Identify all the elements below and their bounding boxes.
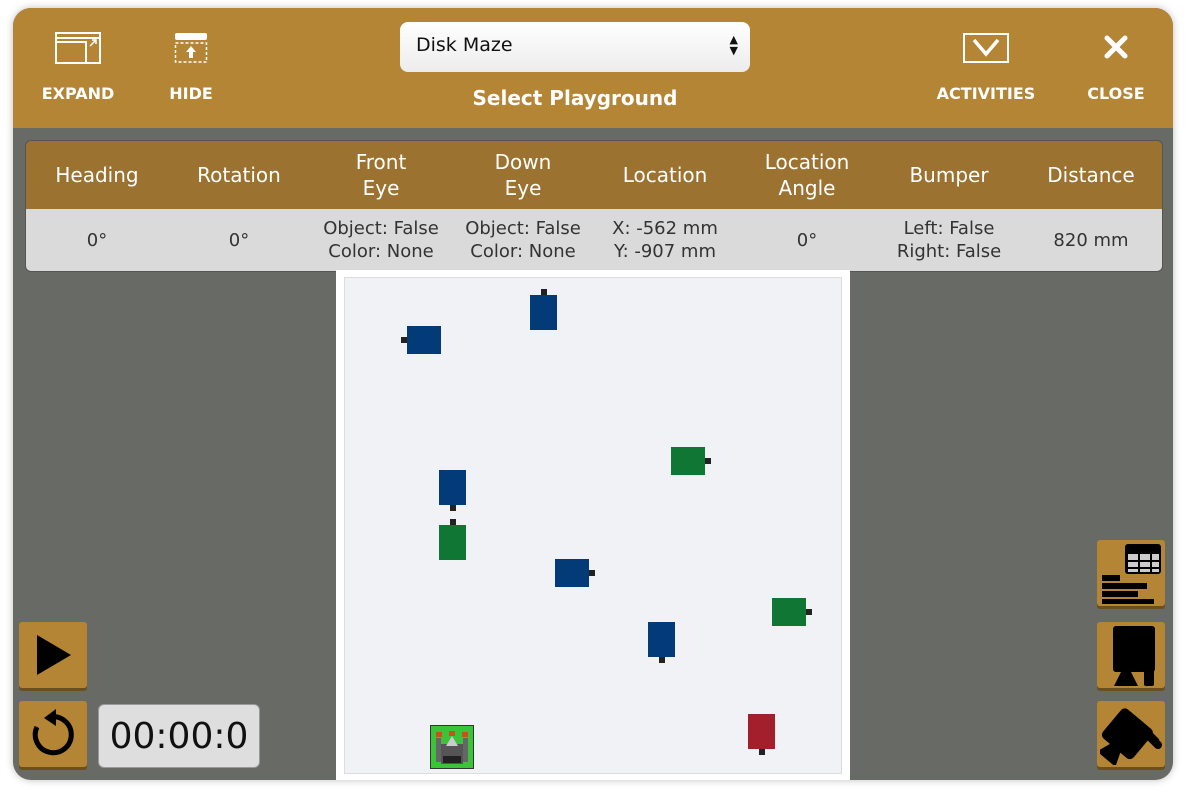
disk-handle	[705, 458, 711, 464]
robot-side-view-button[interactable]	[1097, 622, 1165, 688]
sensor-header-text: Eye	[504, 176, 542, 200]
sensor-value-cell: Object: False Color: None	[310, 209, 452, 271]
expand-icon	[55, 32, 101, 64]
playground-area	[336, 270, 850, 780]
disk-handle	[589, 570, 595, 576]
activities-label: ACTIVITIES	[936, 84, 1036, 103]
play-icon	[37, 635, 71, 675]
robot-top-view-button[interactable]	[1097, 701, 1165, 767]
robot-top-view-icon	[1100, 708, 1162, 765]
disk-handle	[658, 657, 665, 663]
disk-handle	[758, 749, 765, 755]
close-button[interactable]: CLOSE	[1085, 32, 1147, 103]
timer-display: 00:00:0	[98, 704, 260, 768]
sensor-header-text: Rotation	[197, 163, 281, 187]
sensor-value-text: Object: False	[323, 218, 439, 239]
playground-window: EXPAND HIDE Disk Maze ▲ ▼ Select Playgrou…	[13, 8, 1173, 780]
sensor-header-cell: Distance	[1020, 141, 1162, 209]
header-bar: EXPAND HIDE Disk Maze ▲ ▼ Select Playgrou…	[13, 8, 1173, 128]
sensor-table-header: Heading Rotation Front Eye Down Eye Location Lo…	[26, 141, 1162, 209]
sensor-header-cell: Rotation	[168, 141, 310, 209]
expand-button[interactable]: EXPAND	[41, 32, 115, 103]
disk-handle	[401, 337, 407, 343]
hide-button[interactable]: HIDE	[163, 32, 219, 103]
disk[interactable]	[530, 289, 557, 330]
sensor-value-cell: 0°	[168, 209, 310, 271]
sensor-value-text: X: -562 mm	[612, 218, 718, 239]
close-label: CLOSE	[1087, 84, 1145, 103]
sensor-value-cell: Left: False Right: False	[878, 209, 1020, 271]
sensor-header-text: Location	[764, 150, 850, 174]
sensor-value-text: Color: None	[470, 241, 576, 262]
sensor-header-cell: Bumper	[878, 141, 1020, 209]
data-table-button[interactable]	[1097, 540, 1165, 606]
disk[interactable]	[439, 519, 466, 560]
disk[interactable]	[401, 326, 441, 354]
sensor-header-cell: Heading	[26, 141, 168, 209]
sensor-value-text: Left: False	[903, 218, 995, 239]
robot[interactable]	[430, 725, 474, 769]
sensor-value-text: 820 mm	[1053, 229, 1129, 251]
sensor-header-cell: Location	[594, 141, 736, 209]
sensor-value-cell: 0°	[26, 209, 168, 271]
sensor-table: Heading Rotation Front Eye Down Eye Location Lo…	[25, 140, 1163, 272]
play-button[interactable]	[19, 622, 87, 688]
playground-select-value: Disk Maze	[416, 34, 513, 56]
disk-handle	[806, 609, 812, 615]
disk-handle	[540, 289, 547, 295]
select-playground-label: Select Playground	[472, 86, 678, 110]
sensor-header-cell: Location Angle	[736, 141, 878, 209]
sensor-value-text: 0°	[86, 229, 108, 251]
robot-side-view-icon	[1113, 626, 1155, 686]
disk[interactable]	[555, 559, 595, 587]
sensor-header-text: Location	[622, 163, 708, 187]
data-table-icon	[1102, 544, 1161, 604]
disk[interactable]	[748, 714, 775, 755]
hide-icon	[174, 33, 208, 63]
select-arrows-icon: ▲ ▼	[729, 33, 738, 57]
expand-label: EXPAND	[41, 84, 115, 103]
activities-button[interactable]: ACTIVITIES	[931, 32, 1041, 103]
disk[interactable]	[671, 447, 711, 475]
sensor-header-text: Distance	[1047, 163, 1135, 187]
sensor-value-cell: 820 mm	[1020, 209, 1162, 271]
sensor-header-text: Heading	[55, 163, 139, 187]
disk-handle	[449, 519, 456, 525]
sensor-value-text: 0°	[228, 229, 250, 251]
close-icon	[1104, 35, 1128, 59]
disk[interactable]	[772, 598, 812, 626]
hide-label: HIDE	[169, 84, 213, 103]
sensor-value-text: 0°	[796, 229, 818, 251]
disk[interactable]	[648, 622, 675, 663]
sensor-table-values: 0° 0° Object: False Color: None Object: Fals…	[26, 209, 1162, 271]
sensor-value-text: Color: None	[328, 241, 434, 262]
sensor-header-text: Angle	[778, 176, 836, 200]
sensor-header-cell: Front Eye	[310, 141, 452, 209]
sensor-header-text: Bumper	[909, 163, 989, 187]
sensor-value-text: Y: -907 mm	[613, 241, 717, 262]
playground-select[interactable]: Disk Maze ▲ ▼	[400, 22, 750, 72]
sensor-value-cell: 0°	[736, 209, 878, 271]
reset-button[interactable]	[19, 701, 87, 767]
sensor-value-cell: X: -562 mm Y: -907 mm	[594, 209, 736, 271]
disk[interactable]	[439, 470, 466, 511]
activities-icon	[963, 33, 1009, 63]
sensor-header-cell: Down Eye	[452, 141, 594, 209]
disk-handle	[449, 505, 456, 511]
sensor-value-cell: Object: False Color: None	[452, 209, 594, 271]
sensor-header-text: Front	[355, 150, 407, 174]
robot-icon	[436, 731, 468, 764]
playground-field	[344, 277, 842, 774]
sensor-value-text: Right: False	[896, 241, 1002, 262]
sensor-header-text: Down	[494, 150, 552, 174]
reset-icon	[32, 709, 74, 756]
sensor-header-text: Eye	[362, 176, 400, 200]
sensor-value-text: Object: False	[465, 218, 581, 239]
